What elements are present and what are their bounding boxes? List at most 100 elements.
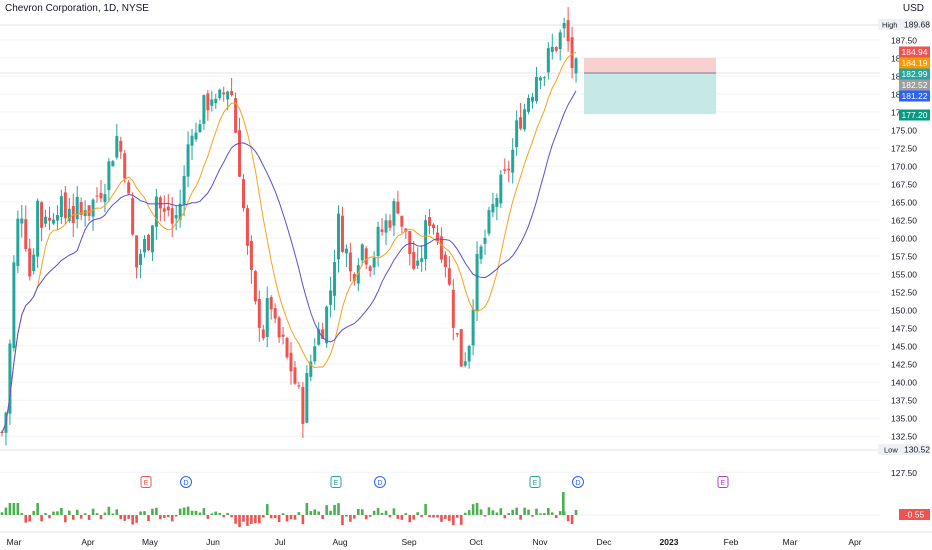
oscillator-bar bbox=[36, 503, 39, 515]
candle bbox=[313, 338, 317, 365]
oscillator-bar bbox=[202, 508, 206, 515]
oscillator-bar bbox=[87, 515, 91, 520]
candle bbox=[146, 233, 150, 252]
candle-body bbox=[313, 346, 317, 362]
candle-body bbox=[404, 228, 408, 232]
oscillator-bar bbox=[535, 508, 538, 515]
time-tick-label: Dec bbox=[596, 537, 612, 547]
price-badge-bg bbox=[899, 79, 930, 91]
candle-body bbox=[95, 195, 99, 197]
oscillator-bar bbox=[400, 515, 404, 520]
candle-body bbox=[321, 329, 325, 339]
oscillator-bar bbox=[91, 508, 95, 515]
price-badge-value: 182.99 bbox=[902, 69, 928, 79]
candle-body bbox=[511, 149, 515, 173]
oscillator-bar bbox=[123, 515, 127, 521]
oscillator-bar bbox=[428, 515, 431, 518]
oscillator-bar bbox=[475, 503, 479, 515]
oscillator-bar bbox=[285, 515, 289, 522]
candle-body bbox=[467, 346, 471, 362]
oscillator-bar bbox=[570, 515, 574, 525]
candle bbox=[475, 241, 479, 321]
oscillator-bar bbox=[519, 515, 522, 520]
candle-body bbox=[206, 93, 210, 111]
oscillator-bar bbox=[416, 512, 419, 515]
oscillator-bar bbox=[341, 515, 344, 526]
candle-body bbox=[558, 32, 562, 50]
candle-body bbox=[546, 48, 550, 73]
oscillator-bar bbox=[254, 515, 257, 524]
candle-body bbox=[154, 196, 158, 227]
high-label: High 189.68 bbox=[878, 19, 930, 30]
oscillator-bar bbox=[396, 515, 400, 519]
candle bbox=[550, 33, 554, 60]
time-tick-label: Apr bbox=[81, 537, 94, 547]
time-tick-label: Mar bbox=[7, 537, 22, 547]
candle-body bbox=[245, 208, 249, 246]
price-badge-value: 184.19 bbox=[902, 58, 928, 68]
candle-body bbox=[63, 192, 67, 219]
price-badge-value: 177.20 bbox=[902, 110, 928, 120]
oscillator-bar bbox=[107, 506, 111, 515]
candle-body bbox=[281, 334, 285, 337]
candle-body bbox=[107, 161, 111, 191]
candle bbox=[360, 243, 364, 266]
oscillator-bar bbox=[234, 515, 237, 524]
candle bbox=[277, 315, 281, 343]
candle-body bbox=[451, 289, 455, 328]
candle-body bbox=[432, 224, 436, 229]
oscillator-bar bbox=[412, 515, 416, 520]
time-tick-label: Mar bbox=[783, 537, 798, 547]
candle bbox=[534, 66, 538, 104]
oscillator-bar bbox=[190, 510, 194, 515]
event-marker-dividend: D bbox=[374, 476, 386, 488]
candle-body bbox=[99, 192, 103, 199]
candle-body bbox=[111, 161, 115, 167]
candle bbox=[285, 336, 289, 360]
candle bbox=[150, 225, 154, 262]
candle-body bbox=[447, 268, 451, 285]
oscillator-bar bbox=[95, 513, 99, 515]
candle bbox=[372, 251, 376, 275]
event-marker-shape bbox=[180, 476, 192, 488]
candle bbox=[515, 110, 519, 156]
candle-body bbox=[218, 89, 222, 99]
oscillator-bar bbox=[309, 511, 313, 515]
oscillator-bar bbox=[230, 515, 233, 518]
candle bbox=[257, 290, 261, 342]
candle bbox=[305, 365, 309, 424]
oscillator-bar bbox=[297, 512, 301, 515]
event-marker-earnings-upcoming: E bbox=[717, 476, 729, 488]
candle bbox=[245, 204, 249, 255]
oscillator-bar bbox=[467, 510, 471, 515]
candle bbox=[119, 136, 123, 159]
oscillator-bar bbox=[277, 515, 281, 523]
oscillator-bar bbox=[562, 492, 565, 515]
candle-body bbox=[198, 124, 202, 133]
moving-averages bbox=[1, 51, 577, 434]
candle-body bbox=[538, 77, 542, 81]
time-tick-label: Jul bbox=[275, 537, 286, 547]
candle bbox=[162, 195, 166, 222]
candle-body bbox=[289, 352, 293, 372]
event-marker-shape bbox=[330, 476, 342, 488]
candle bbox=[487, 206, 491, 237]
candle-body bbox=[435, 232, 439, 242]
candle-body bbox=[495, 198, 499, 207]
candle bbox=[261, 324, 265, 341]
candle-body bbox=[16, 218, 20, 267]
oscillator-bar bbox=[139, 511, 142, 515]
oscillator-bar bbox=[337, 503, 340, 515]
candle-body bbox=[170, 208, 174, 224]
candle-body bbox=[376, 226, 380, 257]
candle bbox=[44, 209, 48, 228]
candle-body bbox=[249, 240, 253, 271]
oscillator-bar bbox=[60, 507, 63, 515]
candle-body bbox=[166, 206, 170, 211]
symbol-title: Chevron Corporation, 1D, NYSE bbox=[5, 3, 149, 14]
candle-body bbox=[158, 197, 162, 209]
price-badge-value: 184.94 bbox=[902, 47, 928, 57]
oscillator-bar bbox=[550, 512, 554, 515]
candle bbox=[234, 92, 238, 134]
